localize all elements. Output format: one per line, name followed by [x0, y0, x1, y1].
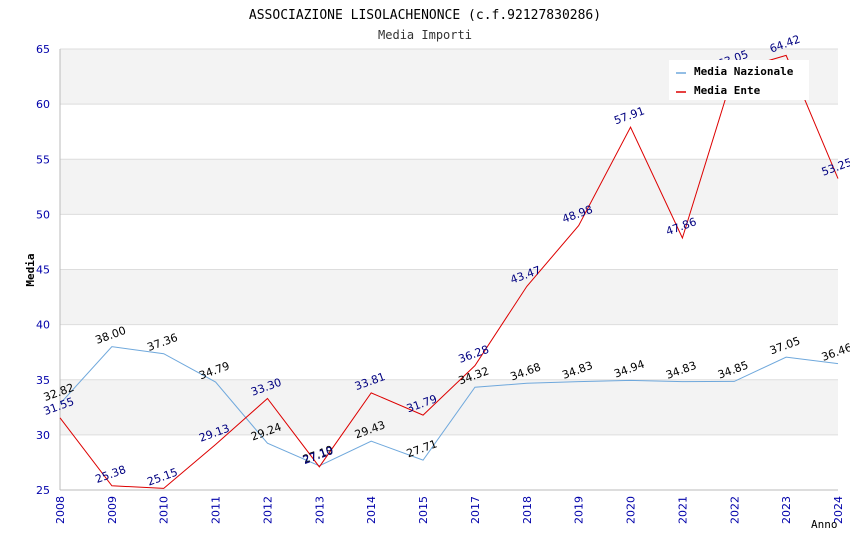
series-lines [59, 54, 839, 489]
x-tick-label-2022: 2022 [728, 496, 741, 524]
legend-label-media-ente: Media Ente [694, 84, 761, 97]
x-tick-label-2015: 2015 [417, 496, 430, 524]
y-tick-label-35: 35 [36, 374, 50, 387]
y-tick-label-65: 65 [36, 43, 50, 56]
x-tick-label-2013: 2013 [313, 496, 326, 524]
x-tick-label-2024: 2024 [832, 496, 845, 524]
x-tick-label-2023: 2023 [780, 496, 793, 524]
data-label-media-ente-2020: 57.91 [612, 104, 646, 127]
data-label-media-nazionale-2015: 27.71 [405, 437, 439, 460]
x-tick-label-2011: 2011 [210, 496, 223, 524]
data-label-media-nazionale-2019: 34.83 [560, 359, 594, 382]
x-tick-label-2019: 2019 [573, 496, 586, 524]
data-label-media-ente-2009: 25.38 [94, 463, 128, 486]
data-label-media-nazionale-2011: 34.79 [197, 359, 231, 382]
x-tick-label-2021: 2021 [676, 496, 689, 524]
y-tick-label-25: 25 [36, 484, 50, 497]
y-tick-label-30: 30 [36, 429, 50, 442]
chart-subtitle: Media Importi [378, 28, 472, 42]
x-tick-label-2009: 2009 [106, 496, 119, 524]
series-line-media-nazionale [59, 346, 839, 467]
x-tick-label-2018: 2018 [521, 496, 534, 524]
x-tick-label-2010: 2010 [158, 496, 171, 524]
x-tick-label-2017: 2017 [469, 496, 482, 524]
data-label-media-nazionale-2020: 34.94 [612, 358, 646, 381]
grid-band [60, 379, 838, 435]
data-label-media-nazionale-2009: 38.00 [94, 324, 128, 347]
legend: Media Nazionale Media Ente [669, 60, 809, 100]
data-label-media-nazionale-2023: 37.05 [768, 334, 802, 357]
y-tick-label-55: 55 [36, 153, 50, 166]
x-tick-label-2008: 2008 [54, 496, 67, 524]
axes [59, 49, 838, 491]
data-label-media-nazionale-2022: 34.85 [716, 359, 750, 382]
data-label-media-nazionale-2010: 37.36 [146, 331, 180, 354]
x-tick-labels: 2008 2009 2010 2011 2012 2013 2014 2015 2017 2018… [54, 496, 845, 524]
chart-title: ASSOCIAZIONE LISOLACHENONCE (c.f.9212783… [249, 8, 601, 23]
x-tick-label-2014: 2014 [365, 496, 378, 524]
x-axis-label: Anno [811, 518, 838, 531]
y-tick-label-40: 40 [36, 319, 50, 332]
data-label-media-ente-2017: 36.28 [457, 343, 491, 366]
series-line-media-ente [59, 54, 839, 489]
legend-box [669, 60, 809, 100]
x-tick-label-2020: 2020 [625, 496, 638, 524]
y-tick-labels: 25 30 35 40 45 50 55 60 65 [36, 43, 50, 497]
grid-band [60, 159, 838, 215]
data-label-media-ente-2010: 25.15 [146, 466, 180, 489]
x-tick-label-2012: 2012 [261, 496, 274, 524]
legend-label-media-nazionale: Media Nazionale [694, 65, 794, 78]
y-axis-label: Media [24, 253, 37, 286]
y-tick-label-50: 50 [36, 208, 50, 221]
grid-bands [60, 49, 838, 435]
y-tick-label-45: 45 [36, 264, 50, 277]
y-tick-label-60: 60 [36, 98, 50, 111]
data-label-media-nazionale-2021: 34.83 [664, 359, 698, 382]
data-label-media-nazionale-2024: 36.46 [820, 341, 850, 364]
grid-band [60, 269, 838, 325]
